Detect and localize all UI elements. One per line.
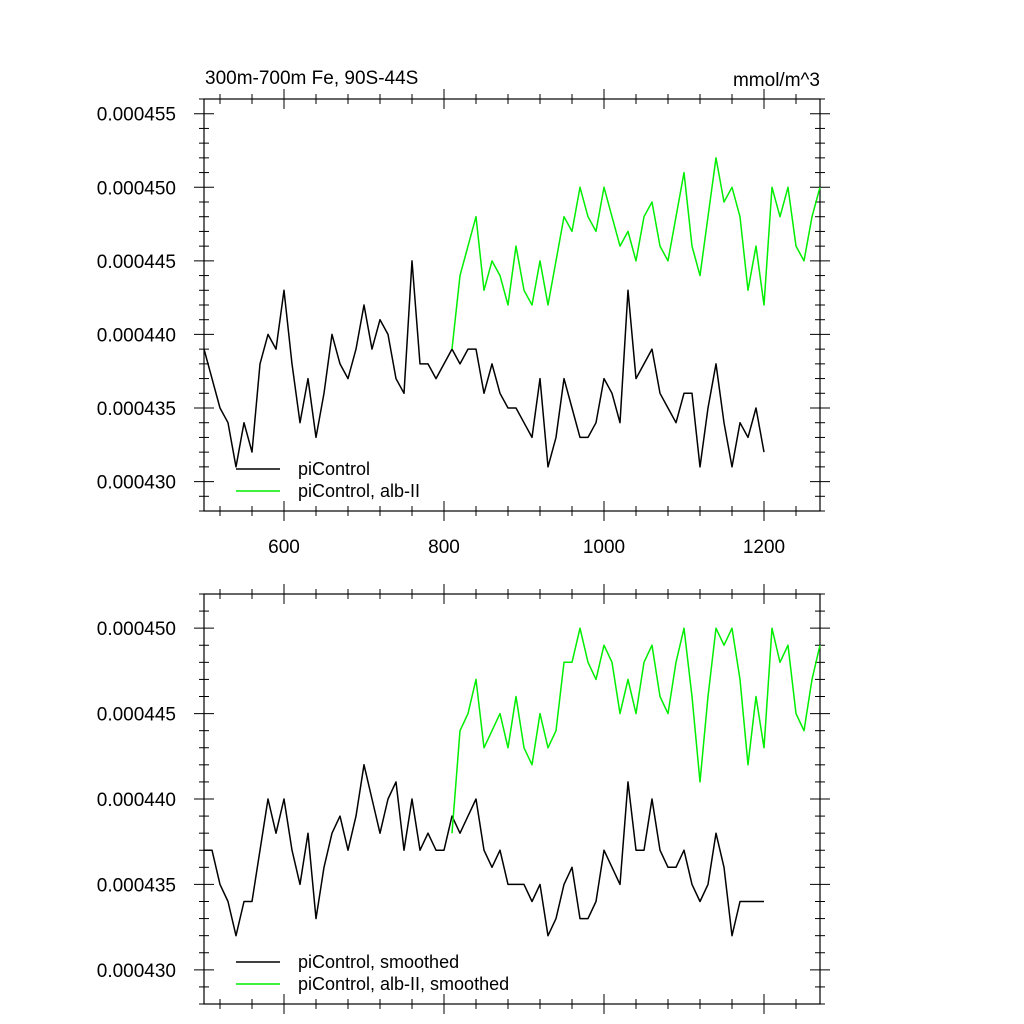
legend-label: piControl bbox=[298, 459, 370, 479]
top-y-tick-labels: 0.000430 0.000435 0.000440 0.000445 0.000450… bbox=[97, 105, 176, 494]
top-tick-marks bbox=[194, 89, 830, 521]
x-tick-label: 800 bbox=[428, 537, 460, 558]
top-panel: 300m-700m Fe, 90S-44S mmol/m^3 0.0004300… bbox=[97, 68, 830, 558]
bottom-tick-marks bbox=[194, 584, 830, 1014]
legend-label: piControl, smoothed bbox=[298, 952, 459, 972]
x-tick-label: 1200 bbox=[743, 537, 785, 558]
bottom-panel: 0.000430 0.000435 0.000440 0.000445 0.000450… bbox=[97, 584, 830, 1014]
bottom-y-tick-labels: 0.000430 0.000435 0.000440 0.000445 0.000450 bbox=[97, 619, 176, 982]
y-tick-label: 0.000430 bbox=[97, 473, 176, 494]
bottom-plot-frame bbox=[203, 593, 821, 1005]
series-line-0 bbox=[204, 764, 764, 937]
y-tick-label: 0.000445 bbox=[97, 705, 176, 726]
series-line-1 bbox=[451, 157, 821, 350]
legend-label: piControl, alb-II, smoothed bbox=[298, 974, 509, 994]
y-tick-label: 0.000430 bbox=[97, 961, 176, 982]
series-line-0 bbox=[203, 260, 765, 468]
top-series-lines bbox=[203, 157, 821, 468]
y-tick-label: 0.000450 bbox=[97, 619, 176, 640]
y-tick-label: 0.000435 bbox=[97, 399, 176, 420]
top-plot-frame bbox=[203, 98, 821, 512]
x-tick-label: 1000 bbox=[583, 537, 625, 558]
y-tick-label: 0.000440 bbox=[97, 325, 176, 346]
y-tick-label: 0.000455 bbox=[97, 105, 176, 126]
y-tick-label: 0.000445 bbox=[97, 252, 176, 273]
top-x-tick-labels: 600 800 1000 1200 bbox=[268, 537, 785, 558]
bottom-series-lines bbox=[204, 627, 821, 937]
x-tick-label: 600 bbox=[268, 537, 300, 558]
units-label: mmol/m^3 bbox=[733, 70, 820, 91]
y-tick-label: 0.000435 bbox=[97, 875, 176, 896]
series-line-1 bbox=[451, 627, 821, 834]
y-tick-label: 0.000450 bbox=[97, 178, 176, 199]
chart-title: 300m-700m Fe, 90S-44S bbox=[205, 68, 418, 89]
legend-label: piControl, alb-II bbox=[298, 481, 420, 501]
y-tick-label: 0.000440 bbox=[97, 790, 176, 811]
